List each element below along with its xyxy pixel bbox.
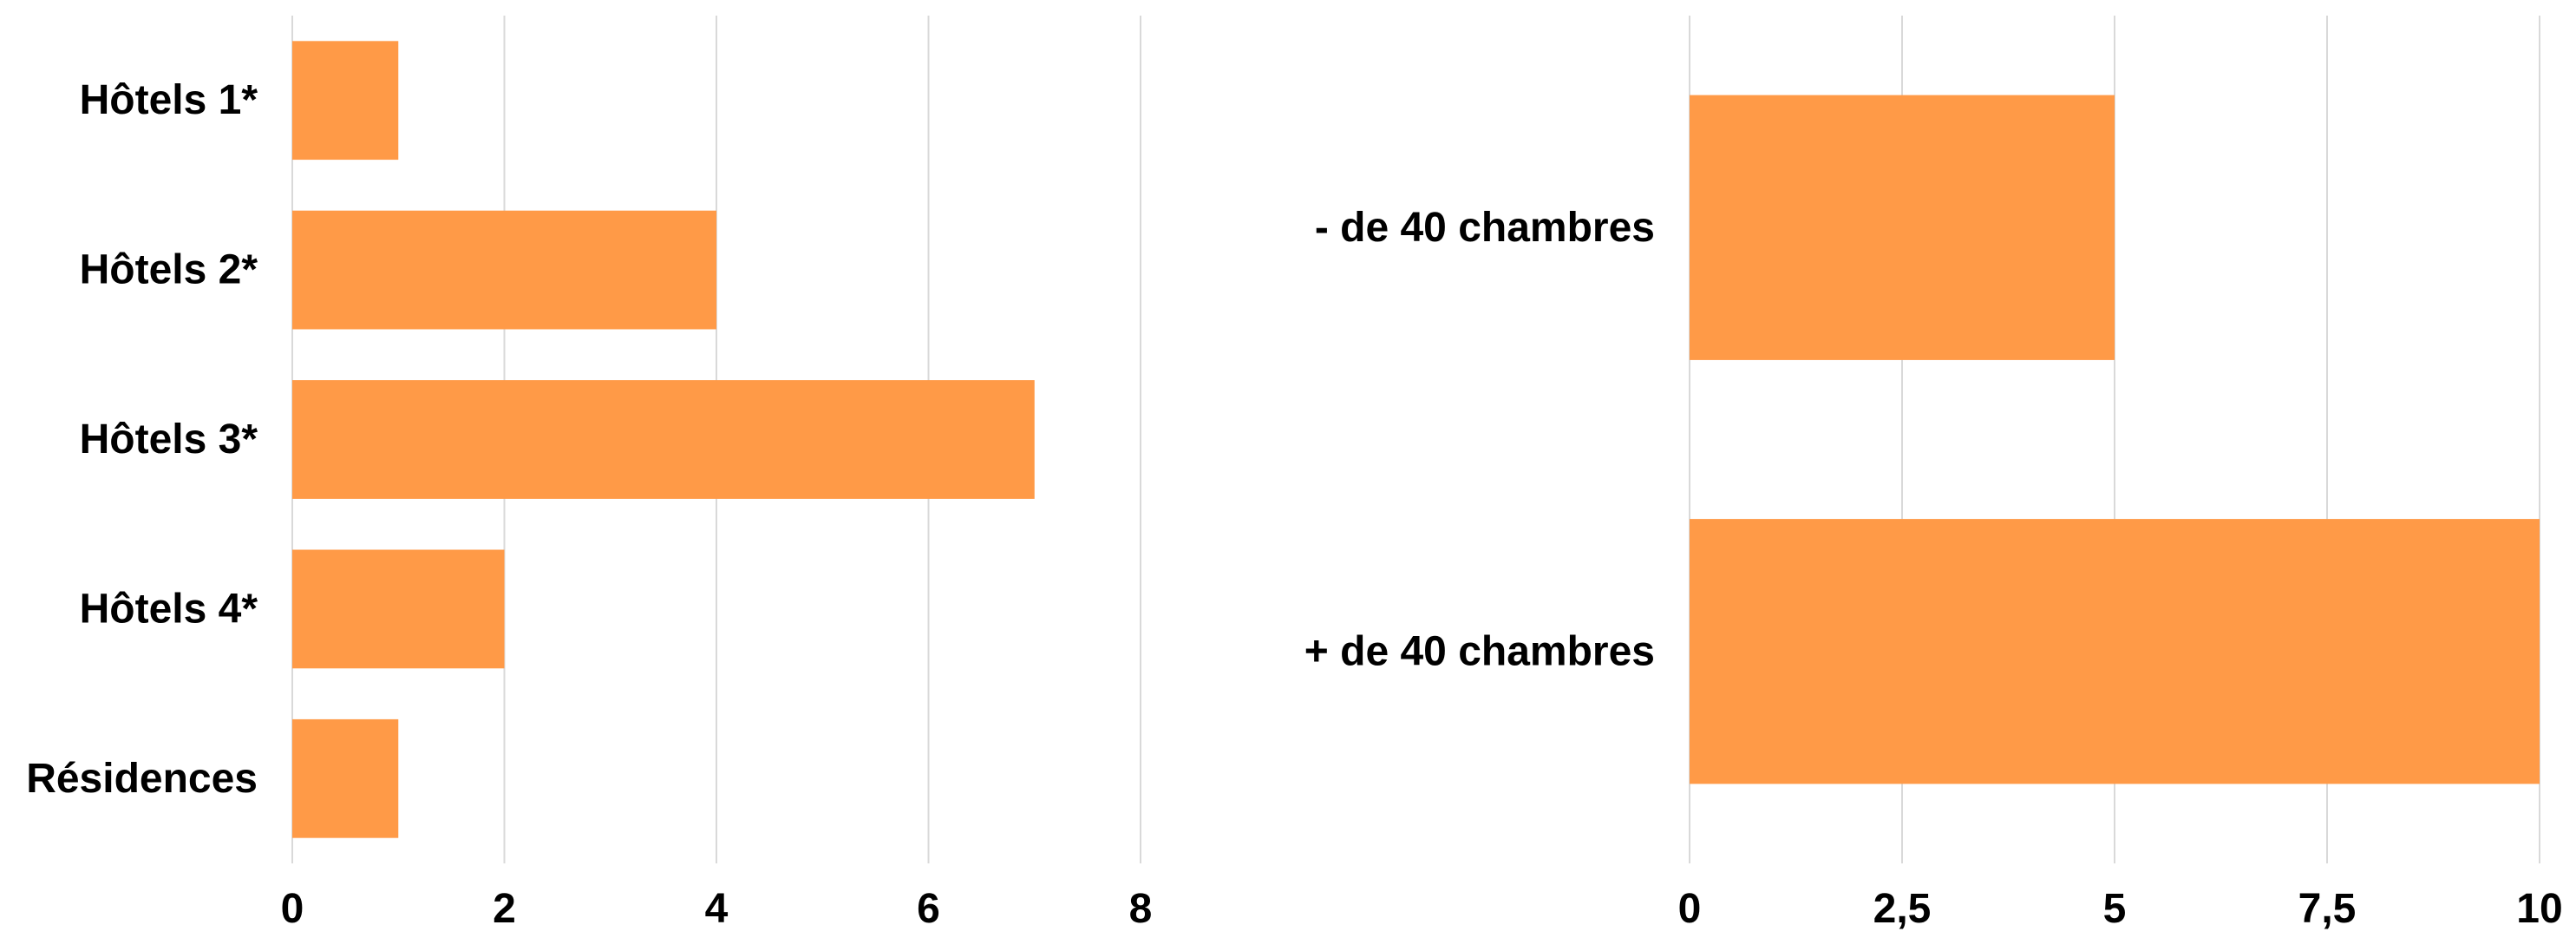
category-label: Hôtels 4* (80, 586, 258, 632)
category-label: Hôtels 1* (80, 77, 258, 123)
bar (292, 718, 399, 838)
x-tick-label: 0 (1678, 886, 1702, 932)
x-tick-label: 2,5 (1873, 886, 1932, 932)
x-tick-label: 7,5 (2298, 886, 2357, 932)
x-tick-label: 5 (2103, 886, 2127, 932)
x-tick-label: 6 (917, 886, 940, 932)
x-tick-label: 8 (1129, 886, 1153, 932)
bar (292, 41, 399, 161)
bar (292, 380, 1035, 499)
bar (292, 210, 716, 330)
category-label: Hôtels 3* (80, 417, 258, 462)
category-label: - de 40 chambres (1315, 205, 1655, 251)
bar (1690, 519, 2540, 784)
category-label: + de 40 chambres (1304, 628, 1655, 674)
category-label: Résidences (26, 756, 258, 802)
x-tick-label: 2 (493, 886, 516, 932)
x-tick-label: 4 (705, 886, 729, 932)
x-tick-label: 10 (2516, 886, 2562, 932)
category-label: Hôtels 2* (80, 247, 258, 293)
chart-room-count: - de 40 chambres + de 40 chambres 0 2,5 5 7,5… (1304, 16, 2563, 932)
bar (1690, 95, 2115, 360)
chart-hotel-categories: Hôtels 1* Hôtels 2* Hôtels 3* Hôtels 4* Rési… (26, 16, 1152, 932)
x-tick-label: 0 (281, 886, 304, 932)
bar (292, 549, 505, 669)
